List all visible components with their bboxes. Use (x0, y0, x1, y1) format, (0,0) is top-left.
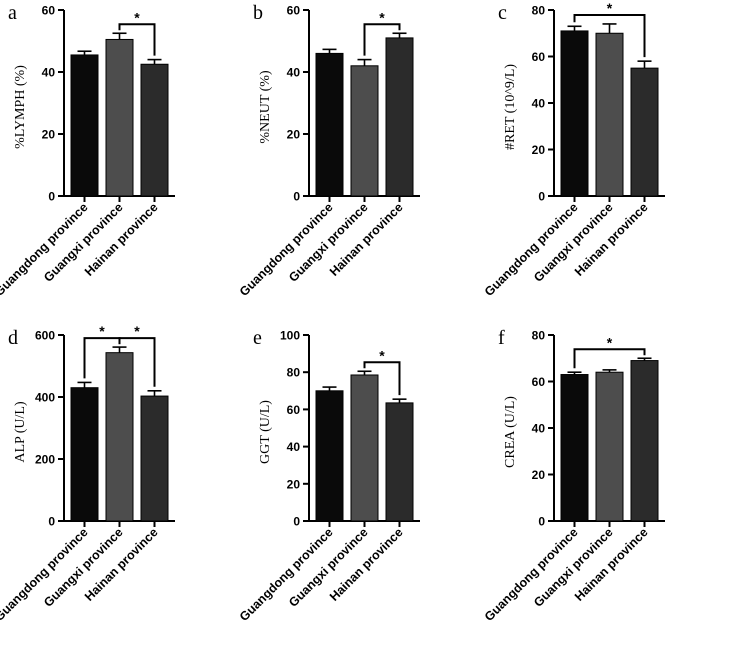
significance-label: * (134, 9, 140, 25)
y-axis-label: %NEUT (%) (258, 70, 273, 144)
y-axis-label: #RET (10^9/L) (503, 64, 518, 150)
y-tick-label: 60 (532, 50, 546, 64)
panel-letter: d (8, 327, 18, 349)
significance-bracket (118, 23, 156, 56)
bar (595, 32, 624, 197)
panel-letter: c (498, 2, 507, 24)
y-tick-label: 80 (532, 329, 546, 343)
panel-e: e 0 20 40 60 80 100 GGT (U/L) Guangdong province… (237, 325, 490, 649)
significance-label: * (134, 323, 140, 339)
bar (630, 67, 659, 197)
y-tick-label: 60 (287, 4, 301, 18)
y-axis-label: %LYMPH (%) (13, 65, 28, 149)
panel-letter: a (8, 2, 17, 24)
significance-bracket (573, 13, 646, 58)
panel-d: d 0 200 400 600 ALP (U/L) Guangdong province Gu… (0, 323, 245, 649)
bar (560, 30, 589, 197)
y-tick-label: 40 (287, 440, 301, 454)
bar (70, 387, 99, 522)
bar (105, 38, 134, 197)
y-tick-label: 60 (287, 403, 301, 417)
significance-bracket (363, 23, 401, 56)
y-tick-label: 200 (35, 453, 55, 467)
y-tick-label: 60 (532, 375, 546, 389)
panel-f: f 0 20 40 60 80 CREA (U/L) Guangdong province Gu… (482, 325, 735, 649)
y-tick-label: 100 (280, 329, 300, 343)
bar (140, 395, 169, 522)
y-tick-label: 600 (35, 329, 55, 343)
bar (315, 52, 344, 197)
y-tick-label: 20 (287, 128, 301, 142)
bar (630, 360, 659, 522)
y-tick-label: 20 (532, 468, 546, 482)
significance-bracket (573, 348, 646, 369)
bar (105, 352, 134, 522)
bar (385, 37, 414, 197)
bar (140, 63, 169, 197)
y-tick-label: 0 (48, 515, 55, 529)
y-axis-label: ALP (U/L) (13, 401, 28, 463)
bar (70, 54, 99, 197)
y-tick-label: 80 (287, 366, 301, 380)
significance-bracket (118, 337, 156, 387)
bar (350, 65, 379, 197)
y-tick-label: 20 (287, 477, 301, 491)
panel-c: c 0 20 40 60 80 #RET (10^9/L) Guangdong provinc… (482, 0, 735, 324)
y-tick-label: 40 (532, 97, 546, 111)
bar (595, 371, 624, 522)
y-tick-label: 60 (42, 4, 56, 18)
y-tick-label: 0 (538, 190, 545, 204)
y-tick-label: 80 (532, 4, 546, 18)
significance-bracket (363, 361, 401, 396)
bar (350, 374, 379, 522)
y-tick-label: 20 (532, 143, 546, 157)
y-tick-label: 40 (42, 66, 56, 80)
y-tick-label: 0 (48, 190, 55, 204)
significance-label: * (99, 323, 105, 339)
significance-label: * (607, 0, 613, 16)
y-tick-label: 400 (35, 391, 55, 405)
y-axis-label: CREA (U/L) (503, 396, 518, 468)
panel-letter: f (498, 327, 505, 349)
y-tick-label: 0 (293, 515, 300, 529)
panel-b: b 0 20 40 60 %NEUT (%) Guangdong province Guang… (237, 0, 490, 324)
bar (385, 402, 414, 522)
significance-label: * (607, 334, 613, 350)
panel-a: a 0 20 40 60 %LYMPH (%) Guangdong province Guan… (0, 0, 245, 324)
y-tick-label: 0 (538, 515, 545, 529)
panel-letter: b (253, 2, 263, 24)
significance-label: * (379, 347, 385, 363)
y-tick-label: 0 (293, 190, 300, 204)
significance-label: * (379, 9, 385, 25)
y-axis-label: GGT (U/L) (258, 400, 273, 464)
panel-letter: e (253, 327, 262, 349)
y-tick-label: 40 (532, 422, 546, 436)
bar (315, 390, 344, 522)
y-tick-label: 20 (42, 128, 56, 142)
bar (560, 374, 589, 522)
y-tick-label: 40 (287, 66, 301, 80)
